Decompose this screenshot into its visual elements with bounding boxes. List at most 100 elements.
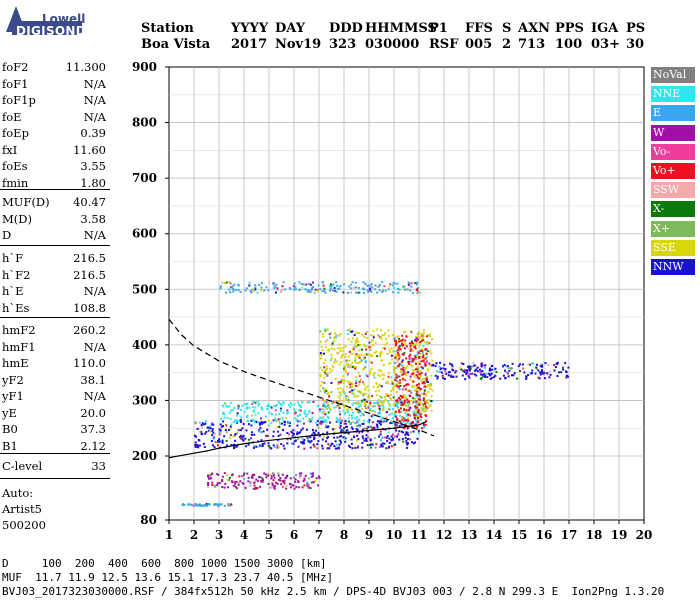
echo-point <box>350 426 353 429</box>
echo-point <box>237 419 240 422</box>
echo-point <box>370 443 373 446</box>
echo-point <box>419 398 422 401</box>
header-value: Boa Vista <box>141 37 211 52</box>
echo-point <box>390 420 393 423</box>
echo-point <box>430 374 433 377</box>
echo-point <box>482 364 485 367</box>
echo-point <box>394 435 397 438</box>
echo-point <box>380 352 383 355</box>
header-label: FFS <box>465 21 493 36</box>
echo-point <box>321 407 324 410</box>
echo-point <box>390 435 393 438</box>
echo-point <box>423 341 426 344</box>
echo-point <box>351 403 354 406</box>
echo-point <box>240 434 243 437</box>
echo-point <box>365 330 368 333</box>
echo-point <box>349 422 352 425</box>
echo-point <box>197 504 200 507</box>
legend-item-noval: NoVal <box>651 67 695 83</box>
echo-point <box>259 422 262 425</box>
echo-point <box>372 336 375 339</box>
echo-point <box>331 289 334 292</box>
echo-point <box>388 348 391 351</box>
param-value: 260.2 <box>73 323 106 337</box>
echo-point <box>415 362 418 365</box>
echo-point <box>390 421 393 424</box>
echo-point <box>388 334 391 337</box>
echo-point <box>260 289 263 292</box>
echo-point <box>258 429 261 432</box>
echo-point <box>301 427 304 430</box>
echo-point <box>407 404 410 407</box>
echo-point <box>402 440 405 443</box>
echo-point <box>344 353 347 356</box>
echo-point <box>324 291 327 294</box>
echo-point <box>326 373 329 376</box>
echo-point <box>283 447 286 450</box>
echo-point <box>397 381 400 384</box>
echo-point <box>318 477 321 480</box>
echo-point <box>392 291 395 294</box>
echo-point <box>538 377 541 380</box>
echo-point <box>420 366 423 369</box>
echo-point <box>365 398 368 401</box>
y-tick-label: 800 <box>132 116 157 130</box>
echo-point <box>321 417 324 420</box>
echo-point <box>241 481 244 484</box>
echo-point <box>359 378 362 381</box>
echo-point <box>242 434 245 437</box>
echo-point <box>322 408 325 411</box>
echo-point <box>404 367 407 370</box>
echo-point <box>286 431 289 434</box>
echo-point <box>429 404 432 407</box>
echo-point <box>425 356 428 359</box>
echo-point <box>346 366 349 369</box>
echo-point <box>282 419 285 422</box>
echo-point <box>425 385 428 388</box>
echo-point <box>364 360 367 363</box>
echo-point <box>338 287 341 290</box>
echo-point <box>306 401 309 404</box>
echo-point <box>219 503 222 506</box>
echo-point <box>347 399 350 402</box>
echo-point <box>409 431 412 434</box>
echo-point <box>347 338 350 341</box>
param-row: MUF(D) 40.47 <box>2 195 106 211</box>
echo-point <box>256 479 259 482</box>
echo-point <box>423 410 426 413</box>
echo-point <box>265 476 268 479</box>
echo-point <box>505 371 508 374</box>
x-tick-label: 19 <box>611 528 628 542</box>
echo-point <box>488 367 491 370</box>
echo-point <box>388 362 391 365</box>
echo-point <box>305 283 308 286</box>
echo-point <box>539 373 542 376</box>
echo-point <box>232 288 235 291</box>
echo-point <box>330 344 333 347</box>
echo-point <box>378 435 381 438</box>
echo-point <box>342 409 345 412</box>
echo-point <box>422 360 425 363</box>
echo-point <box>245 406 248 409</box>
echo-point <box>275 419 278 422</box>
echo-point <box>302 480 305 483</box>
echo-point <box>245 416 248 419</box>
echo-point <box>395 424 398 427</box>
echo-point <box>294 478 297 481</box>
echo-point <box>339 393 342 396</box>
echo-point <box>255 421 258 424</box>
footer-distance: D 100 200 400 600 800 1000 1500 3000 [km… <box>2 557 327 570</box>
echo-point <box>328 395 331 398</box>
echo-point <box>416 356 419 359</box>
echo-point <box>330 353 333 356</box>
echo-point <box>416 371 419 374</box>
echo-point <box>467 365 470 368</box>
echo-point <box>219 432 222 435</box>
echo-point <box>401 423 404 426</box>
echo-point <box>396 419 399 422</box>
echo-point <box>377 389 380 392</box>
echo-point <box>413 385 416 388</box>
echo-point <box>462 363 465 366</box>
echo-point <box>358 410 361 413</box>
echo-point <box>417 401 420 404</box>
